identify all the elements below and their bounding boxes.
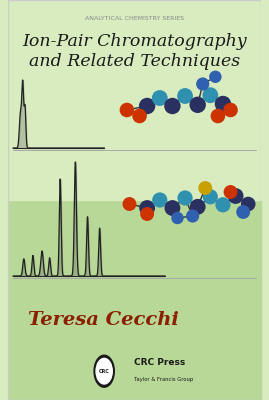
Point xyxy=(241,209,245,215)
Point xyxy=(221,202,225,208)
Text: Ion-Pair Chromatography: Ion-Pair Chromatography xyxy=(22,34,247,50)
Circle shape xyxy=(94,355,114,387)
Point xyxy=(196,204,200,210)
Point xyxy=(221,101,225,107)
Point xyxy=(203,185,207,191)
Point xyxy=(175,215,180,221)
Point xyxy=(125,107,129,113)
Point xyxy=(183,93,187,99)
Point xyxy=(170,205,175,211)
Point xyxy=(233,193,238,199)
Point xyxy=(190,213,195,219)
Point xyxy=(208,92,213,98)
Point xyxy=(158,197,162,203)
Bar xyxy=(8,0,261,200)
Point xyxy=(158,95,162,101)
Text: CRC Press: CRC Press xyxy=(134,358,186,367)
Point xyxy=(170,103,175,109)
Point xyxy=(201,81,205,87)
Point xyxy=(246,201,250,207)
Point xyxy=(145,103,149,109)
Text: ANALYTICAL CHEMISTRY SERIES: ANALYTICAL CHEMISTRY SERIES xyxy=(85,16,184,20)
Text: Teresa Cecchi: Teresa Cecchi xyxy=(28,311,179,329)
Point xyxy=(183,195,187,201)
Point xyxy=(137,113,142,119)
Bar xyxy=(8,200,261,400)
Point xyxy=(127,201,132,207)
Point xyxy=(216,113,220,119)
Text: Taylor & Francis Group: Taylor & Francis Group xyxy=(134,377,194,382)
Text: CRC: CRC xyxy=(99,369,109,374)
Point xyxy=(228,107,233,113)
Point xyxy=(208,194,213,200)
Point xyxy=(228,189,233,195)
Text: and Related Techniques: and Related Techniques xyxy=(29,54,240,70)
Point xyxy=(145,211,149,217)
Point xyxy=(145,205,149,211)
Point xyxy=(196,102,200,108)
Circle shape xyxy=(96,358,112,384)
Point xyxy=(213,74,218,80)
